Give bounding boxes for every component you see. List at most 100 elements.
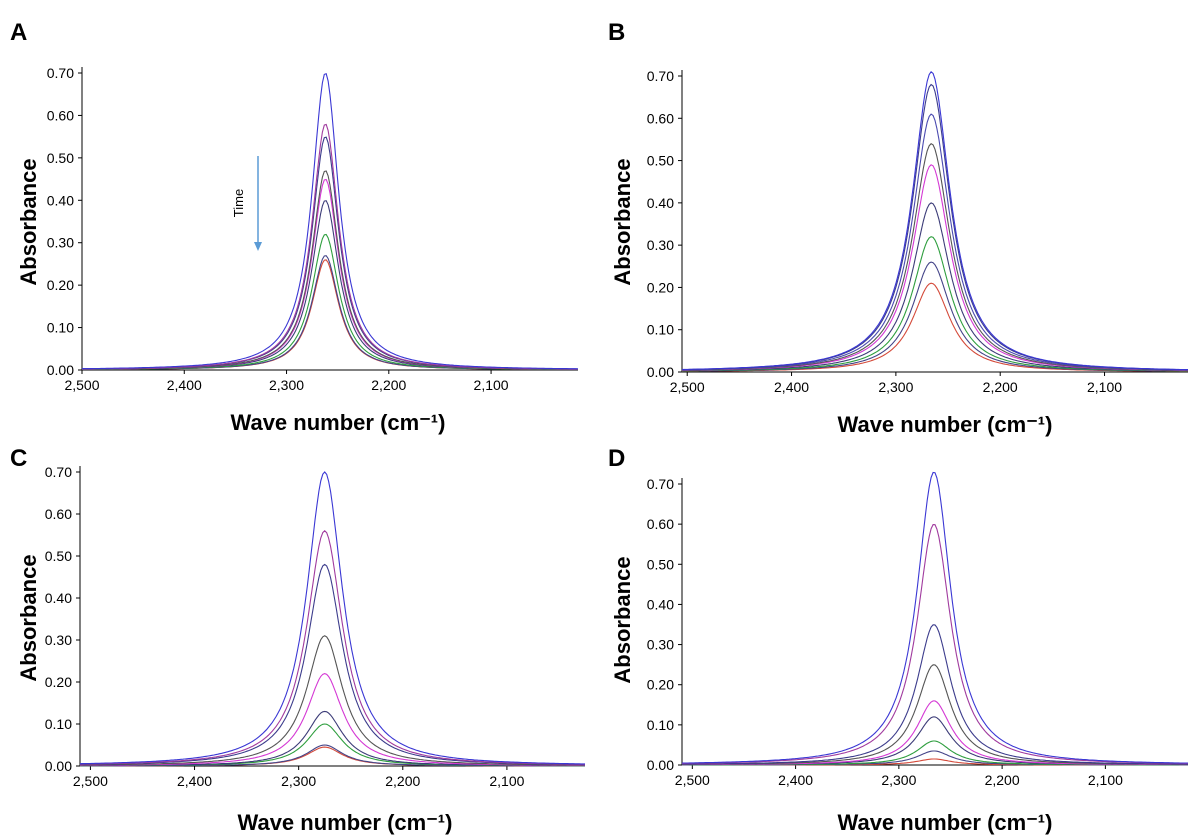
x-tick-label: 2,400 [774, 379, 809, 395]
series-line [82, 200, 578, 370]
x-tick-label: 2,400 [778, 772, 813, 788]
series-line [80, 673, 586, 766]
y-tick-label: 0.20 [47, 277, 74, 293]
series-line [82, 233, 578, 370]
series-line [681, 236, 1188, 372]
panel-d: D 0.00 0.10 0.20 0.30 0.40 0.50 0.60 0.70 2,500 2,… [608, 445, 1188, 835]
y-tick-label: 0.00 [45, 758, 72, 774]
y-tick-label: 0.30 [45, 632, 72, 648]
series-line [681, 282, 1188, 372]
y-tick-label: 0.70 [45, 464, 72, 480]
y-tick-label: 0.50 [47, 150, 74, 166]
panel-letter: C [10, 445, 27, 472]
y-tick-label: 0.20 [647, 677, 674, 693]
series-line [82, 178, 578, 370]
series-line [682, 700, 1188, 766]
panel-letter: A [10, 19, 27, 46]
x-tick-label: 2,300 [878, 379, 913, 395]
series-line [80, 530, 586, 765]
x-tick-label: 2,300 [269, 377, 304, 393]
y-tick-label: 0.00 [647, 364, 674, 380]
y-tick-label: 0.10 [47, 320, 74, 336]
x-tick-label: 2,100 [489, 773, 524, 789]
x-tick-label: 2,500 [670, 379, 705, 395]
panel-letter: B [608, 19, 625, 46]
x-tick-label: 2,500 [64, 377, 99, 393]
x-tick-label: 2,200 [983, 379, 1018, 395]
y-tick-label: 0.20 [45, 674, 72, 690]
y-tick-label: 0.10 [45, 716, 72, 732]
series-line [81, 136, 578, 370]
panel-a: A 0.00 0.10 0.20 0.30 0.40 0.50 0.60 0.70 2,500 2,… [10, 19, 579, 435]
y-tick-label: 0.60 [647, 110, 674, 126]
series-line [681, 624, 1188, 765]
x-tick-label: 2,500 [675, 772, 710, 788]
series-line [80, 635, 585, 766]
series-line [681, 83, 1188, 371]
series-line [682, 143, 1188, 371]
series-line [80, 710, 585, 767]
y-tick-label: 0.30 [647, 237, 674, 253]
y-tick-label: 0.70 [647, 476, 674, 492]
arrow-down-icon [254, 242, 262, 251]
series-line [682, 664, 1188, 765]
series-line [82, 123, 578, 370]
series-line [81, 72, 579, 370]
y-tick-label: 0.60 [45, 506, 72, 522]
y-tick-label: 0.40 [647, 195, 674, 211]
x-tick-label: 2,100 [1088, 772, 1123, 788]
series-line [682, 202, 1188, 372]
x-tick-label: 2,100 [1087, 379, 1122, 395]
series-line [682, 113, 1188, 371]
x-tick-label: 2,100 [474, 377, 509, 393]
series-group [79, 471, 586, 767]
time-annotation-label: Time [231, 189, 246, 217]
panel-b: B 0.00 0.10 0.20 0.30 0.40 0.50 0.60 0.70 2,500 2,… [608, 19, 1188, 437]
panel-c: C 0.00 0.10 0.20 0.30 0.40 0.50 0.60 0.70 2,500 2,… [10, 445, 586, 835]
panel-letter: D [608, 445, 625, 472]
y-tick-label: 0.10 [647, 322, 674, 338]
series-line [80, 723, 585, 767]
y-tick-label: 0.70 [647, 68, 674, 84]
y-axis-title: Absorbance [610, 556, 635, 683]
series-line [82, 170, 578, 370]
x-tick-label: 2,200 [985, 772, 1020, 788]
y-tick-label: 0.30 [647, 637, 674, 653]
y-tick-label: 0.30 [47, 235, 74, 251]
series-group [81, 72, 579, 371]
x-axis-title: Wave number (cm⁻¹) [231, 410, 446, 435]
x-axis-title: Wave number (cm⁻¹) [838, 412, 1053, 437]
y-tick-label: 0.50 [647, 153, 674, 169]
series-group [681, 471, 1188, 766]
y-tick-label: 0.20 [647, 279, 674, 295]
y-tick-label: 0.00 [647, 757, 674, 773]
x-tick-label: 2,300 [881, 772, 916, 788]
y-tick-label: 0.60 [647, 516, 674, 532]
y-tick-label: 0.60 [47, 107, 74, 123]
y-axis-title: Absorbance [610, 158, 635, 285]
series-line [79, 471, 585, 765]
y-tick-label: 0.50 [647, 556, 674, 572]
series-line [682, 524, 1188, 764]
y-tick-label: 0.40 [647, 596, 674, 612]
series-line [82, 255, 578, 371]
x-tick-label: 2,200 [371, 377, 406, 393]
x-tick-label: 2,400 [167, 377, 202, 393]
y-axis-title: Absorbance [16, 158, 41, 285]
series-line [681, 71, 1188, 371]
series-group [681, 71, 1188, 372]
series-line [682, 261, 1188, 372]
series-line [682, 471, 1188, 764]
x-axis-title: Wave number (cm⁻¹) [238, 810, 453, 835]
time-annotation: Time [231, 156, 262, 251]
y-tick-label: 0.10 [647, 717, 674, 733]
y-axis-title: Absorbance [16, 554, 41, 681]
x-tick-label: 2,300 [281, 773, 316, 789]
series-line [82, 259, 578, 371]
y-tick-label: 0.40 [47, 192, 74, 208]
x-tick-label: 2,500 [73, 773, 108, 789]
x-axis-title: Wave number (cm⁻¹) [838, 810, 1053, 835]
y-tick-label: 0.40 [45, 590, 72, 606]
series-line [681, 164, 1188, 371]
